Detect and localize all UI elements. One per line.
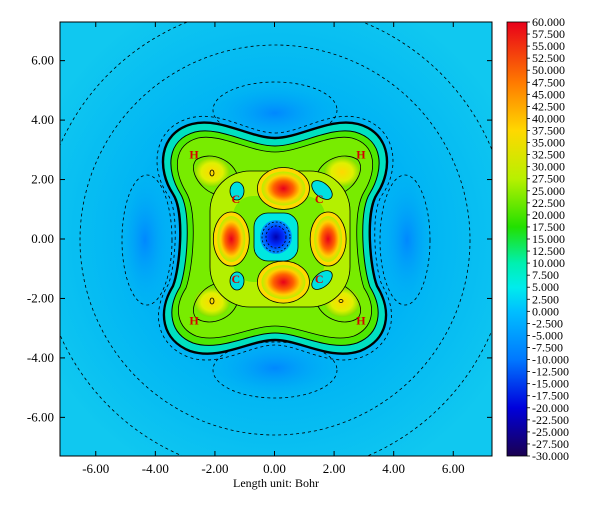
outer-contour-bottom (212, 341, 338, 399)
colorbar-label: 12.500 (532, 244, 565, 258)
x-tick-label: -2.00 (201, 461, 228, 476)
colorbar-label: 60.000 (532, 15, 565, 29)
bond-lobe-right (314, 216, 343, 262)
outer-spot-left (117, 170, 173, 310)
x-tick-label: -6.00 (82, 461, 109, 476)
x-tick-label: 4.00 (382, 461, 405, 476)
y-tick-label: 2.00 (31, 172, 54, 187)
y-tick-label: -6.00 (27, 409, 54, 424)
colorbar: 60.00057.50055.00052.50050.00047.50045.0… (506, 15, 569, 463)
outer-spot-right (379, 170, 435, 310)
x-tick-label: 0.00 (263, 461, 286, 476)
colorbar-label: 0.000 (532, 304, 559, 318)
colorbar-label: 35.000 (532, 136, 565, 150)
c-blob-top-right (311, 180, 333, 200)
y-tick-label: 4.00 (31, 112, 54, 127)
atom-label-c: C (231, 272, 240, 286)
colorbar-label: 17.500 (532, 220, 565, 234)
colorbar-label: 22.500 (532, 196, 565, 210)
center-contour-2 (265, 225, 287, 249)
center-contour-1 (261, 221, 291, 253)
h-peak-top-left (194, 157, 230, 187)
atom-label-c: C (315, 192, 324, 206)
colorbar-label: 42.500 (532, 99, 565, 113)
bond-lobe-down (261, 265, 306, 300)
colorbar-label: 57.500 (532, 27, 565, 41)
colorbar-label: 20.000 (532, 208, 565, 222)
colorbar-label: -20.000 (532, 401, 569, 415)
outer-contour-mid (79, 44, 471, 436)
molecule-dashed-halo (156, 116, 394, 361)
colorbar-label: -2.500 (532, 316, 563, 330)
colorbar-gradient (506, 21, 528, 457)
colorbar-label: 25.000 (532, 184, 565, 198)
x-tick-label: -4.00 (142, 461, 169, 476)
colorbar-label: -5.000 (532, 328, 563, 342)
colorbar-label: 52.500 (532, 51, 565, 65)
h-blob-top-left (209, 169, 215, 177)
colorbar-label: 47.500 (532, 75, 565, 89)
colorbar-label: 50.000 (532, 63, 565, 77)
x-tick-label: 6.00 (442, 461, 465, 476)
outer-contour-left (121, 174, 173, 306)
y-tick-label: 6.00 (31, 53, 54, 68)
colorbar-label: 37.500 (532, 124, 565, 138)
outer-spot-bottom (205, 336, 345, 400)
plot-area: C C C C H H H H (60, 22, 492, 456)
colorbar-label: -27.500 (532, 437, 569, 451)
colorbar-label: -7.500 (532, 341, 563, 355)
colorbar-label: 7.500 (532, 268, 559, 282)
atom-label-h: H (356, 147, 366, 161)
colorbar-label: 27.500 (532, 172, 565, 186)
colorbar-label: -10.000 (532, 353, 569, 367)
colorbar-label: 10.000 (532, 256, 565, 270)
y-tick-label: 0.00 (31, 231, 54, 246)
atom-label-c: C (315, 272, 324, 286)
x-tick-label: 2.00 (323, 461, 346, 476)
h-blob-bottom-right (338, 299, 344, 303)
colorbar-label: 5.000 (532, 280, 559, 294)
colorbar-label: 30.000 (532, 160, 565, 174)
y-tick-label: -2.00 (27, 290, 54, 305)
h-blob-bottom-left (209, 297, 215, 305)
outer-contour-right (379, 174, 431, 306)
atom-label-h: H (189, 314, 199, 328)
molecule (156, 116, 394, 361)
c-blob-top-left (229, 181, 245, 201)
colorbar-label: -17.500 (532, 389, 569, 403)
bond-lobes (212, 167, 347, 304)
atom-label-h: H (189, 147, 199, 161)
colorbar-label: 45.000 (532, 87, 565, 101)
bond-lobe-up (261, 171, 306, 206)
colorbar-label: -25.000 (532, 425, 569, 439)
colorbar-label: 40.000 (532, 111, 565, 125)
colorbar-label: -15.000 (532, 377, 569, 391)
colorbar-label: 15.000 (532, 232, 565, 246)
x-axis-title: Length unit: Bohr (233, 476, 319, 490)
colorbar-label: 55.000 (532, 39, 565, 53)
c-blob-bottom-left (229, 271, 245, 291)
atom-label-c: C (231, 192, 240, 206)
colorbar-label: -12.500 (532, 365, 569, 379)
bond-lobe-left (217, 216, 246, 262)
c-blob-bottom-right (311, 270, 333, 290)
atom-labels: C C C C H H H H (189, 147, 366, 327)
y-tick-label: -4.00 (27, 350, 54, 365)
center-hole (260, 220, 292, 254)
y-axis: 6.00 4.00 2.00 0.00 -2.00 -4.00 -6.00 (27, 53, 492, 424)
colorbar-label: 2.500 (532, 292, 559, 306)
atom-label-h: H (356, 314, 366, 328)
x-axis: -6.00 -4.00 -2.00 0.00 2.00 4.00 6.00 (82, 22, 465, 476)
colorbar-label: -22.500 (532, 413, 569, 427)
colorbar-label: -30.000 (532, 449, 569, 463)
colorbar-label: 32.500 (532, 148, 565, 162)
